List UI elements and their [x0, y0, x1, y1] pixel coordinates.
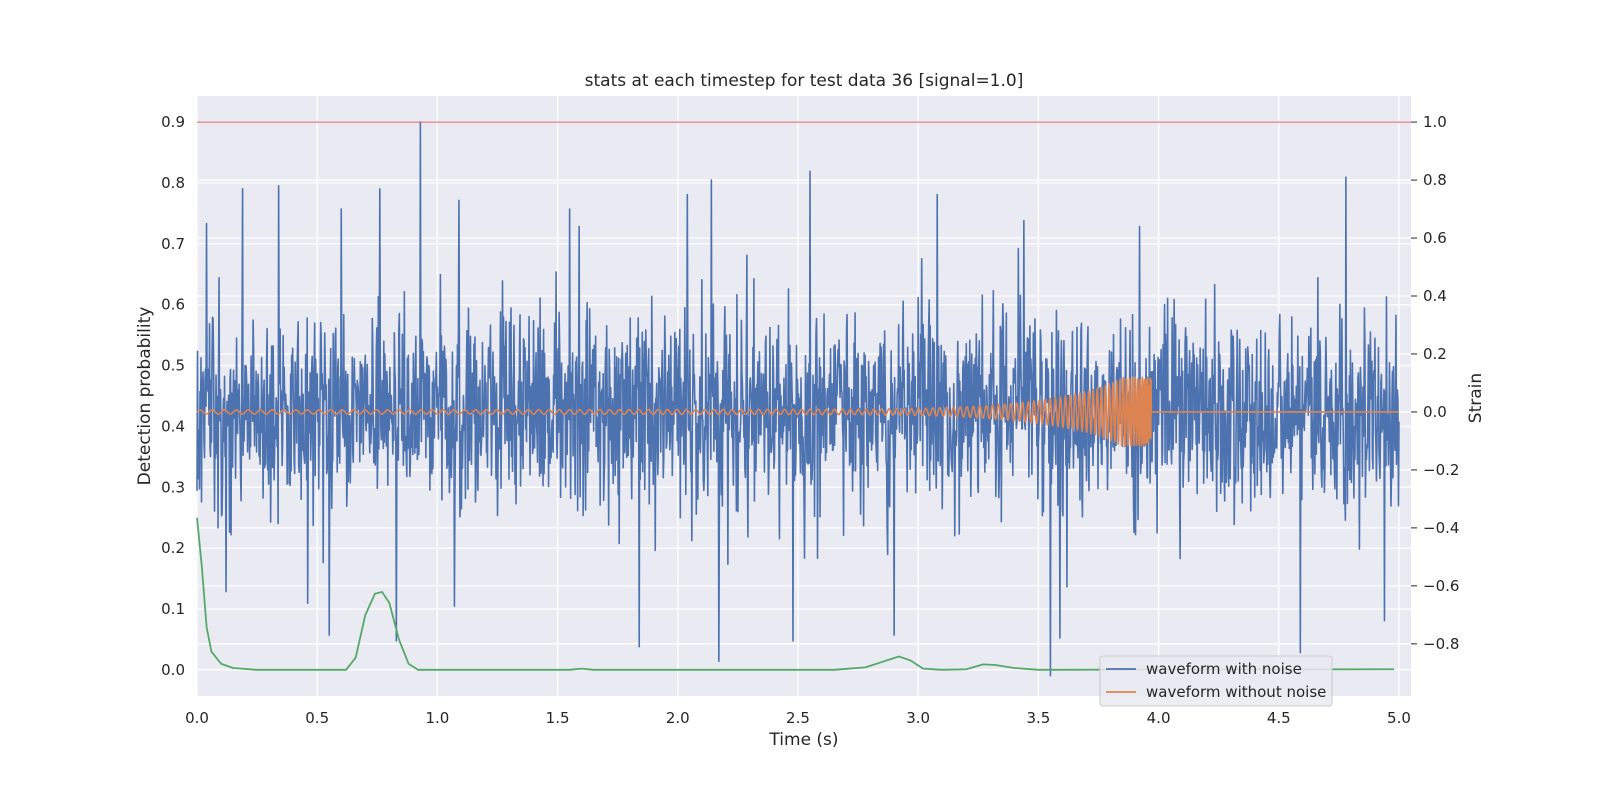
y-tick-label: 0.4 [161, 417, 185, 435]
series-waveform-without-noise [196, 376, 1400, 448]
y2-axis-title: Strain [1466, 373, 1486, 423]
legend: waveform with noise waveform without noi… [1099, 655, 1333, 707]
y2-tick-label: 0.4 [1423, 287, 1447, 305]
series-detection-probability [196, 517, 1395, 671]
y2-tick-label: 0.6 [1423, 229, 1447, 247]
y2-tick-label: 0.0 [1423, 403, 1447, 421]
detection-probability-line [196, 517, 1395, 671]
legend-box [1099, 655, 1333, 707]
x-tick-label: 2.0 [666, 709, 690, 727]
waveform-with-noise-line [196, 121, 1400, 677]
waveform-without-noise-line [196, 376, 1400, 448]
y-tick-label: 0.2 [161, 539, 185, 557]
x-tick-label: 5.0 [1387, 709, 1411, 727]
x-tick-label: 3.5 [1026, 709, 1050, 727]
y-axis-title: Detection probability [135, 307, 155, 486]
x-tick-label: 4.5 [1267, 709, 1291, 727]
y-tick-label: 0.0 [161, 661, 185, 679]
y-axis-ticks: 0.0 0.1 0.2 0.3 0.4 0.5 0.6 0.7 0.8 0.9 [161, 113, 185, 679]
y-tick-label: 0.7 [161, 235, 185, 253]
chart-title: stats at each timestep for test data 36 … [585, 71, 1024, 91]
y2-tick-label: −0.2 [1423, 461, 1459, 479]
y-tick-label: 0.6 [161, 296, 185, 314]
y2-axis-ticks: −0.8 −0.6 −0.4 −0.2 0.0 0.2 0.4 0.6 0.8 1.0 [1411, 113, 1459, 653]
y2-tick-label: 1.0 [1423, 113, 1447, 131]
y2-tick-label: −0.6 [1423, 577, 1459, 595]
x-tick-label: 1.0 [425, 709, 449, 727]
x-tick-label: 2.5 [786, 709, 810, 727]
x-axis-title: Time (s) [768, 730, 838, 750]
y2-tick-label: 0.8 [1423, 171, 1447, 189]
y-tick-label: 0.5 [161, 357, 185, 375]
x-tick-label: 0.0 [185, 709, 209, 727]
legend-label-waveform-without-noise: waveform without noise [1146, 683, 1326, 701]
x-tick-label: 0.5 [305, 709, 329, 727]
y-tick-label: 0.1 [161, 600, 185, 618]
y2-tick-label: 0.2 [1423, 345, 1447, 363]
y-tick-label: 0.9 [161, 113, 185, 131]
x-tick-label: 4.0 [1147, 709, 1171, 727]
y2-tick-label: −0.8 [1423, 635, 1459, 653]
x-tick-label: 3.0 [906, 709, 930, 727]
legend-label-waveform-with-noise: waveform with noise [1146, 660, 1302, 678]
y-tick-label: 0.8 [161, 174, 185, 192]
y2-tick-label: −0.4 [1423, 519, 1459, 537]
series-waveform-with-noise [196, 121, 1400, 677]
x-axis-ticks: 0.0 0.5 1.0 1.5 2.0 2.5 3.0 3.5 4.0 4.5 5.0 [185, 709, 1411, 727]
y-tick-label: 0.3 [161, 478, 185, 496]
x-tick-label: 1.5 [546, 709, 570, 727]
